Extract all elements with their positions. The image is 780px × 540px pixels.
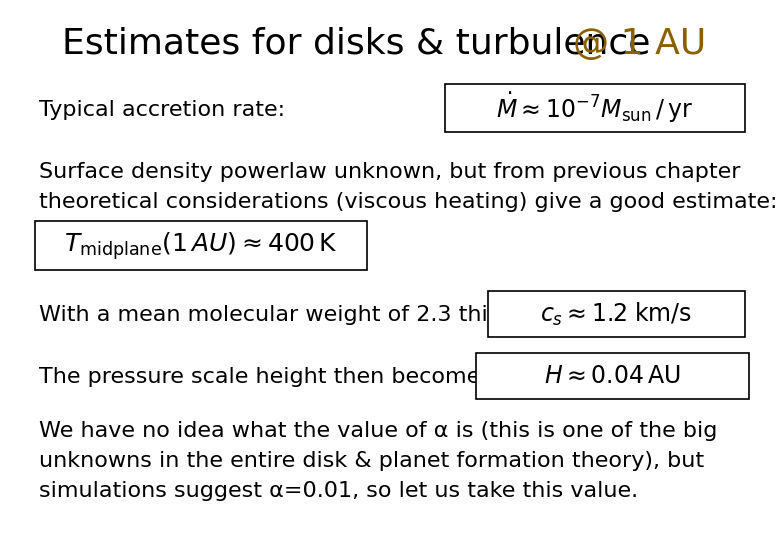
FancyBboxPatch shape (476, 353, 749, 399)
Text: Surface density powerlaw unknown, but from previous chapter: Surface density powerlaw unknown, but fr… (39, 162, 740, 182)
FancyBboxPatch shape (445, 84, 745, 132)
Text: @ 1 AU: @ 1 AU (573, 27, 707, 61)
Text: unknowns in the entire disk & planet formation theory), but: unknowns in the entire disk & planet for… (39, 451, 704, 471)
Text: The pressure scale height then becomes:: The pressure scale height then becomes: (39, 367, 499, 387)
Text: With a mean molecular weight of 2.3 this leads to: With a mean molecular weight of 2.3 this… (39, 305, 595, 325)
Text: theoretical considerations (viscous heating) give a good estimate:: theoretical considerations (viscous heat… (39, 192, 778, 212)
Text: $\dot{M} \approx 10^{-7} M_{\rm sun}\,/\,{\rm yr}$: $\dot{M} \approx 10^{-7} M_{\rm sun}\,/\… (496, 91, 693, 125)
Text: $H \approx 0.04\,{\rm AU}$: $H \approx 0.04\,{\rm AU}$ (544, 365, 681, 388)
Text: We have no idea what the value of α is (this is one of the big: We have no idea what the value of α is (… (39, 421, 718, 441)
Text: Estimates for disks & turbulence: Estimates for disks & turbulence (62, 27, 662, 61)
FancyBboxPatch shape (35, 221, 367, 270)
Text: $T_{\rm midplane}(1\,AU) \approx 400\,{\rm K}$: $T_{\rm midplane}(1\,AU) \approx 400\,{\… (64, 230, 338, 261)
Text: simulations suggest α=0.01, so let us take this value.: simulations suggest α=0.01, so let us ta… (39, 481, 638, 501)
Text: Typical accretion rate:: Typical accretion rate: (39, 100, 285, 120)
FancyBboxPatch shape (488, 292, 745, 337)
Text: $c_s \approx 1.2\;{\rm km/s}$: $c_s \approx 1.2\;{\rm km/s}$ (541, 301, 692, 328)
